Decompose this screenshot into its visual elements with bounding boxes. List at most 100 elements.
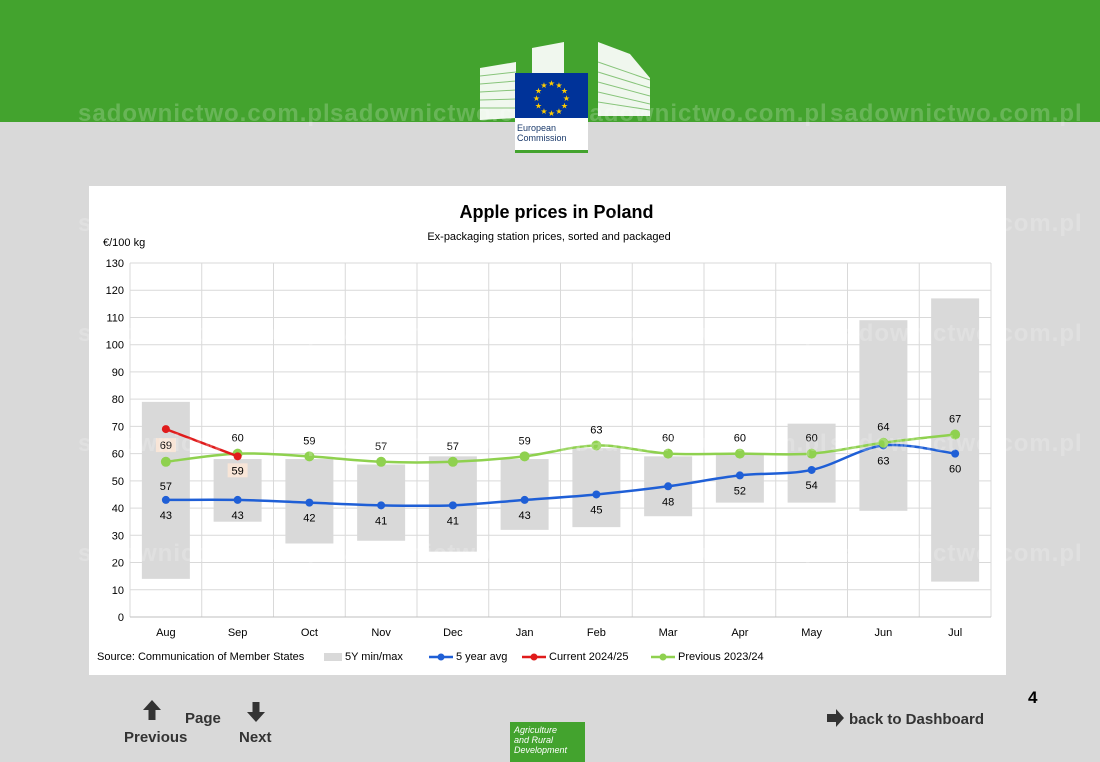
x-tick-label: Feb <box>587 627 606 639</box>
legend-item-current: Current 2024/25 <box>522 651 629 663</box>
back-to-dashboard-link[interactable]: back to Dashboard <box>826 709 984 728</box>
data-label: 67 <box>949 414 961 426</box>
x-tick-label: Jun <box>875 627 893 639</box>
y-tick-label: 100 <box>106 340 124 352</box>
legend-label-range: 5Y min/max <box>345 651 403 663</box>
y-tick-label: 80 <box>112 394 124 406</box>
watermark: sadownictwo.com.pl <box>830 430 1083 457</box>
data-point <box>377 501 386 510</box>
range-bar <box>572 448 621 528</box>
legend-item-previous: Previous 2023/24 <box>651 651 764 663</box>
data-label: 45 <box>590 504 602 516</box>
watermark: sadownictwo.com.pl <box>575 210 828 237</box>
data-label: 43 <box>232 510 244 522</box>
data-label: 59 <box>303 435 315 447</box>
eu-star-icon: ★ <box>548 79 555 88</box>
legend-label-avg: 5 year avg <box>456 651 508 663</box>
next-page-button[interactable]: Next <box>239 729 272 746</box>
data-label: 52 <box>734 485 746 497</box>
eu-star-icon: ★ <box>561 102 568 111</box>
data-point <box>806 448 817 459</box>
data-point <box>160 456 171 467</box>
watermark: sadownictwo.com.pl <box>330 540 583 567</box>
chart-title: Apple prices in Poland <box>459 202 654 222</box>
data-label: 57 <box>160 481 172 493</box>
x-tick-label: Dec <box>443 627 463 639</box>
eu-star-icon: ★ <box>548 109 555 118</box>
data-label: 64 <box>877 422 889 434</box>
y-tick-label: 120 <box>106 285 124 297</box>
eu-star-icon: ★ <box>540 107 547 116</box>
arrow-up-icon[interactable] <box>142 699 162 721</box>
chart-subtitle: Ex-packaging station prices, sorted and … <box>427 231 671 243</box>
data-label: 43 <box>519 510 531 522</box>
ec-logo-text-line2: Commission <box>517 133 567 143</box>
eu-star-icon: ★ <box>535 87 542 96</box>
watermark: sadownictwo.com.pl <box>830 320 1083 347</box>
legend-item-avg: 5 year avg <box>429 651 507 663</box>
page-label: Page <box>185 710 221 727</box>
data-label: 41 <box>375 515 387 527</box>
data-label: 43 <box>160 510 172 522</box>
eu-star-icon: ★ <box>555 107 562 116</box>
agri-text-line2: and Rural <box>514 735 554 745</box>
eu-star-icon: ★ <box>561 87 568 96</box>
data-label-bg <box>155 438 176 453</box>
data-label: 60 <box>232 433 244 445</box>
agri-rural-development-logo: Agriculture and Rural Development <box>510 722 585 762</box>
data-point <box>735 471 744 480</box>
data-label: 60 <box>949 464 961 476</box>
data-point <box>520 495 529 504</box>
eu-star-icon: ★ <box>535 102 542 111</box>
data-label: 54 <box>806 480 818 492</box>
watermark: sadownictwo.com.pl <box>78 210 331 237</box>
series-line <box>165 427 239 458</box>
data-point <box>592 490 601 499</box>
watermark: sadownictwo.com.pl <box>78 100 331 127</box>
page-number: 4 <box>1028 688 1038 707</box>
watermark: sadownictwo.com.pl <box>575 320 828 347</box>
data-label: 41 <box>447 515 459 527</box>
european-commission-logo <box>479 42 651 120</box>
data-point <box>878 437 889 448</box>
data-point <box>304 451 315 462</box>
x-tick-label: Sep <box>228 627 248 639</box>
data-point <box>233 495 242 504</box>
data-point <box>734 448 745 459</box>
watermark: sadownictwo.com.pl <box>830 100 1083 127</box>
data-point <box>663 448 674 459</box>
data-point <box>591 440 602 451</box>
legend-item-range: 5Y min/max <box>324 651 403 663</box>
data-label: 48 <box>662 496 674 508</box>
source-note: Source: Communication of Member States <box>97 651 305 663</box>
eu-star-icon: ★ <box>533 94 540 103</box>
eu-star-icon: ★ <box>555 81 562 90</box>
eu-star-icon: ★ <box>540 81 547 90</box>
arrow-right-icon <box>827 709 844 727</box>
data-label-bg <box>227 463 248 478</box>
chart-panel: 0 10 20 30 40 50 60 70 80 90 100 110 120 130 Aug Sep Oct… <box>89 186 1006 675</box>
data-point <box>447 456 458 467</box>
data-point <box>664 482 673 491</box>
x-tick-label: Oct <box>301 627 318 639</box>
data-label: 57 <box>375 441 387 453</box>
x-tick-label: Jan <box>516 627 534 639</box>
previous-page-button[interactable]: Previous <box>124 729 188 746</box>
chart-plot: 0 10 20 30 40 50 60 70 80 90 100 110 120 130 Aug Sep Oct… <box>106 258 992 639</box>
series-line <box>165 443 956 508</box>
x-tick-label: Apr <box>731 627 748 639</box>
watermark: sadownictwo.com.pl <box>330 320 583 347</box>
watermark: sadownictwo.com.pl <box>330 210 583 237</box>
data-label: 63 <box>877 455 889 467</box>
data-point <box>950 429 961 440</box>
y-tick-label: 130 <box>106 258 124 270</box>
arrow-down-icon[interactable] <box>246 701 266 723</box>
y-axis-label: €/100 kg <box>103 237 146 249</box>
x-tick-label: May <box>801 627 822 639</box>
y-tick-label: 40 <box>112 503 124 515</box>
data-label: 42 <box>303 513 315 525</box>
data-point <box>376 456 387 467</box>
y-tick-label: 10 <box>112 585 124 597</box>
range-bar <box>500 459 549 530</box>
y-tick-label: 60 <box>112 449 124 461</box>
